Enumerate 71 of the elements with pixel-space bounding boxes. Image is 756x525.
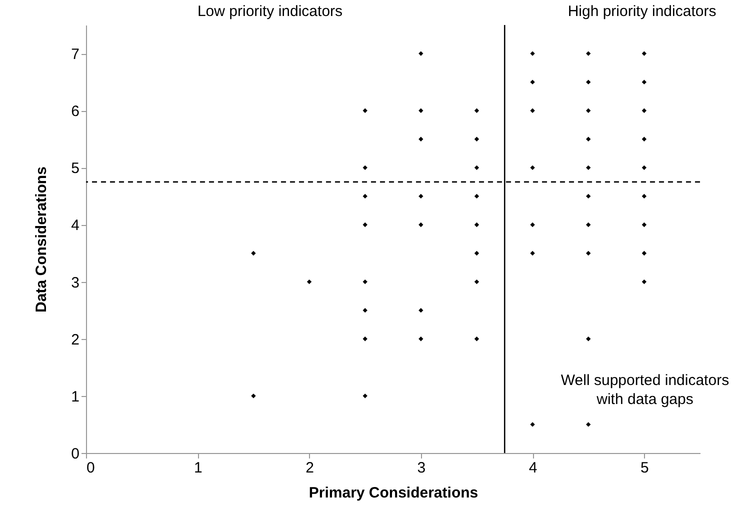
point (362, 279, 368, 284)
point (530, 51, 535, 56)
y-tick-label: 3 (71, 274, 80, 292)
point (418, 336, 424, 342)
point (418, 194, 424, 199)
point (474, 108, 480, 113)
x-tick-label: 4 (528, 460, 538, 476)
point (642, 165, 647, 170)
point (251, 394, 256, 398)
y-tick-label: 7 (71, 46, 80, 64)
point (642, 80, 647, 84)
point (642, 279, 647, 284)
x-tick-label: 5 (640, 460, 649, 476)
point (362, 194, 368, 199)
point (362, 165, 368, 170)
point (642, 250, 647, 256)
point (586, 250, 591, 256)
point (362, 308, 368, 313)
point (530, 222, 535, 228)
point (530, 165, 535, 170)
point (586, 136, 591, 142)
point (642, 222, 647, 228)
point (251, 250, 256, 256)
y-tick-label: 0 (71, 446, 80, 462)
point (306, 279, 312, 284)
point (418, 308, 424, 313)
point (586, 422, 591, 427)
point (586, 80, 591, 84)
point (362, 108, 368, 113)
point (418, 51, 424, 56)
point (474, 136, 480, 142)
point (586, 194, 591, 199)
point (642, 51, 647, 56)
point (418, 108, 424, 113)
point (474, 165, 480, 170)
point (586, 51, 591, 56)
y-tick-label: 2 (71, 331, 80, 348)
point (474, 250, 480, 256)
point (530, 80, 535, 84)
point (586, 108, 591, 113)
point (474, 222, 480, 228)
text: Low priority indicators (197, 3, 343, 20)
point (418, 136, 424, 142)
point (530, 422, 535, 427)
x-axis-title: Primary Considerations (308, 484, 478, 502)
point (586, 165, 591, 170)
text: High priority indicators (568, 3, 716, 20)
point (362, 222, 368, 228)
point (474, 194, 480, 199)
point (362, 336, 368, 342)
point (474, 279, 480, 284)
point (642, 108, 647, 113)
y-tick-label: 1 (71, 388, 80, 406)
y-tick-label: 4 (71, 217, 80, 234)
point (586, 222, 591, 228)
point (642, 136, 647, 142)
point (362, 394, 368, 398)
x-tick-label: 2 (306, 460, 314, 476)
y-tick-label: 6 (71, 103, 80, 120)
x-tick-label: 3 (417, 460, 426, 476)
point (474, 336, 480, 342)
point (642, 194, 647, 199)
point (530, 108, 535, 113)
point (418, 222, 424, 228)
y-tick-label: 5 (71, 160, 80, 178)
annotation: Well supported indicators with data gaps (560, 372, 730, 408)
x-tick-label: 0 (86, 460, 95, 476)
y-axis-title: Data Considerations (33, 166, 50, 312)
point (530, 250, 535, 256)
point (586, 336, 591, 342)
x-tick-label: 1 (194, 460, 202, 476)
